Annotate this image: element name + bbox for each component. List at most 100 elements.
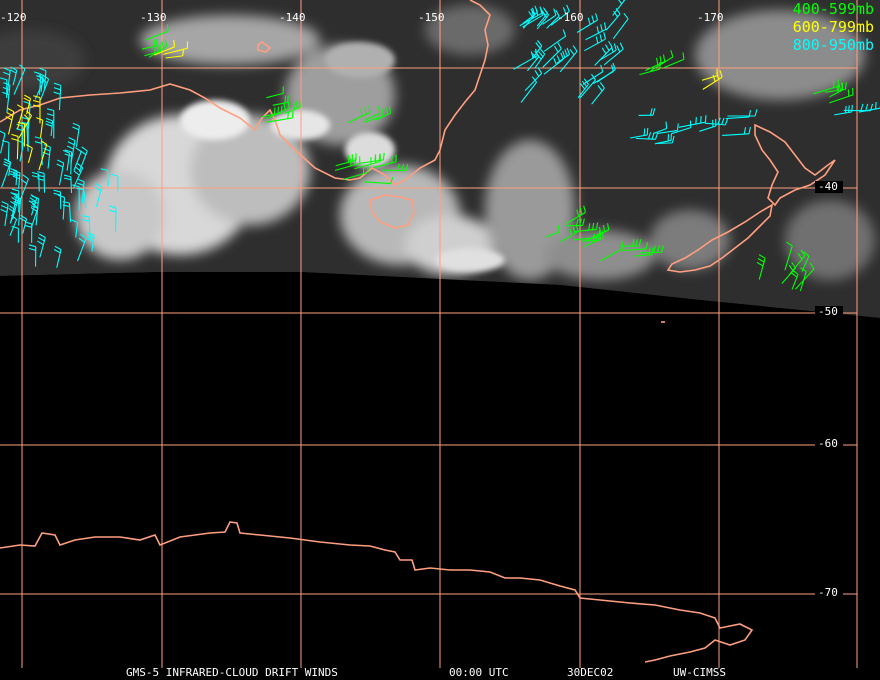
barb-flag	[569, 228, 573, 236]
latitude-label: -60	[818, 437, 838, 450]
barb-shaft	[75, 222, 79, 238]
barb-flag	[291, 110, 294, 119]
wind-barb	[53, 245, 62, 268]
barb-flag	[554, 45, 559, 53]
wind-barb	[16, 104, 24, 130]
wind-barb	[76, 233, 87, 262]
barb-flag	[544, 8, 550, 16]
wind-barb	[542, 42, 562, 68]
wind-barb	[110, 173, 119, 192]
barb-flag	[682, 52, 685, 60]
barb-flag	[3, 161, 11, 165]
barb-flag	[287, 101, 290, 109]
wind-barb	[76, 188, 87, 209]
barb-flag	[16, 123, 24, 127]
barb-flag	[386, 107, 389, 115]
barb-flag	[63, 174, 71, 178]
wind-barb	[2, 82, 11, 112]
wind-barb	[36, 72, 44, 92]
wind-barb	[37, 171, 46, 193]
wind-barb	[0, 201, 9, 226]
barb-flag	[28, 247, 36, 251]
barb-flag	[844, 105, 847, 114]
barb-flag	[78, 237, 85, 243]
barb-flag	[651, 247, 654, 255]
wind-barb	[638, 108, 656, 117]
wind-barb	[141, 38, 158, 50]
barb-flag	[37, 171, 45, 174]
wind-barb	[17, 121, 26, 147]
wind-barb	[600, 241, 624, 262]
island-near-cape	[257, 41, 272, 53]
barb-flag	[557, 42, 562, 50]
wind-barb	[834, 104, 853, 116]
barb-flag	[34, 141, 42, 144]
barb-flag	[10, 191, 18, 197]
barb-shaft	[364, 181, 391, 185]
barb-flag	[576, 209, 580, 217]
wind-barb	[524, 67, 543, 91]
barb-shaft	[656, 129, 678, 135]
barb-flag	[653, 245, 656, 253]
barb-flag	[671, 135, 675, 144]
wind-barb	[77, 178, 85, 204]
barb-flag	[110, 173, 119, 177]
barb-flag	[602, 224, 606, 233]
barb-shaft	[145, 30, 169, 41]
wind-barb	[17, 174, 29, 205]
barb-flag	[23, 114, 30, 120]
barb-shaft	[663, 58, 685, 69]
wind-barb	[639, 62, 661, 76]
barb-flag	[572, 45, 578, 52]
wind-barb	[266, 110, 294, 123]
barb-flag	[613, 43, 617, 51]
wind-barb	[520, 76, 538, 103]
wind-barb	[364, 176, 394, 185]
barb-flag	[70, 219, 78, 223]
wind-barb	[592, 64, 614, 85]
wind-barb	[335, 153, 357, 167]
barb-flag	[86, 238, 94, 242]
barb-flag	[758, 254, 766, 259]
legend-item-800-950: 800-950mb	[792, 36, 874, 54]
wind-barb	[144, 44, 162, 57]
barb-flag	[39, 67, 47, 72]
barb-flag	[557, 225, 560, 233]
wind-barb	[272, 95, 289, 106]
barb-flag	[382, 152, 385, 160]
wind-barb	[3, 67, 11, 95]
wind-barb	[603, 42, 624, 66]
wind-barb	[382, 163, 409, 172]
barb-flag	[3, 82, 11, 86]
barb-flag	[401, 163, 405, 171]
barb-flag	[31, 175, 39, 178]
barb-flag	[53, 87, 61, 91]
wind-barb	[66, 137, 76, 165]
wind-barb	[13, 64, 26, 95]
barb-flag	[600, 64, 604, 72]
barb-shaft	[639, 68, 661, 76]
barb-flag	[534, 70, 540, 77]
wind-barb	[550, 4, 570, 26]
barb-flag	[396, 163, 400, 171]
wind-barb	[72, 184, 80, 211]
wind-barb	[545, 225, 560, 238]
barb-flag	[31, 200, 39, 204]
wind-barb	[284, 100, 301, 115]
barb-shaft	[73, 151, 82, 171]
barb-flag	[535, 8, 539, 16]
barb-flag	[20, 178, 27, 184]
barb-flag	[848, 105, 850, 113]
wind-barb	[701, 68, 718, 81]
wind-barb	[363, 109, 384, 123]
barb-flag	[619, 42, 624, 50]
barb-flag	[72, 126, 80, 131]
wind-barb	[94, 183, 103, 208]
wind-barb	[678, 115, 707, 128]
barb-flag	[649, 108, 653, 116]
barb-flag	[607, 223, 610, 231]
barb-flag	[287, 111, 289, 119]
barb-flag	[598, 230, 601, 238]
barb-flag	[743, 127, 747, 135]
barb-flag	[656, 57, 659, 65]
